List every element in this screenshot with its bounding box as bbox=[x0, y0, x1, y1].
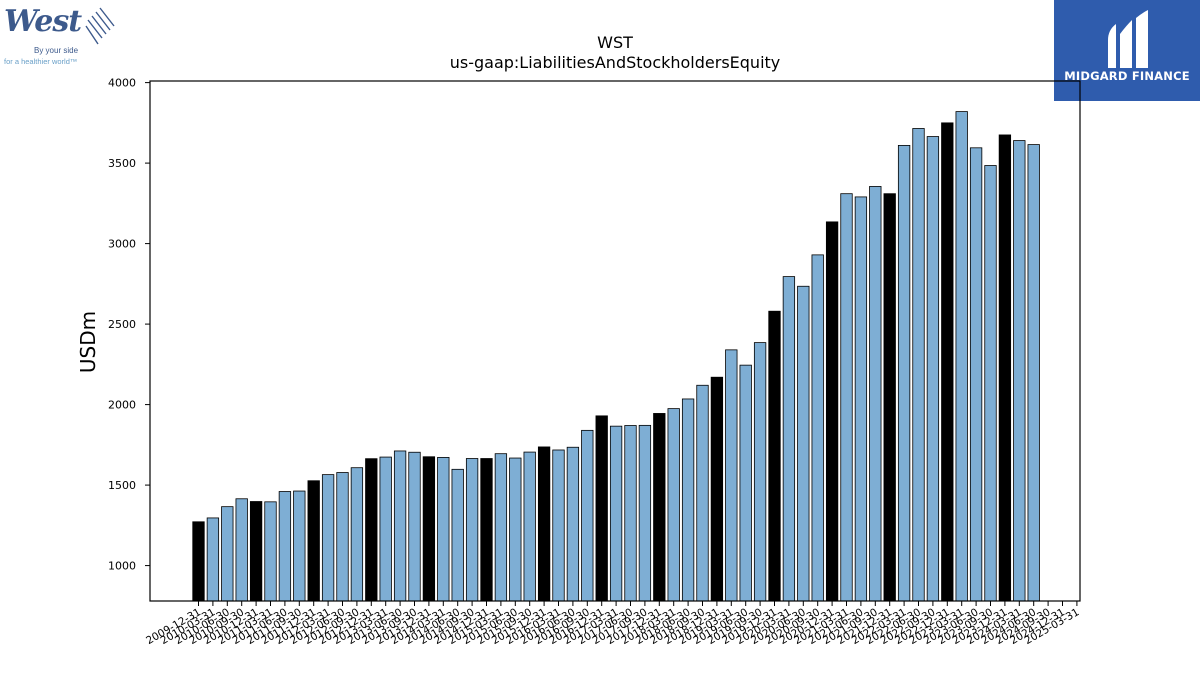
bar-2022-09-30 bbox=[926, 136, 940, 602]
bar-2016-06-30 bbox=[566, 446, 580, 602]
bar-2011-12-31 bbox=[307, 480, 320, 602]
y-tick-label: 3500 bbox=[108, 157, 136, 170]
bar-2010-03-31 bbox=[206, 517, 220, 602]
bar-2013-06-30 bbox=[393, 450, 407, 602]
bar-2010-09-30 bbox=[235, 498, 248, 602]
bar-2020-12-31 bbox=[825, 221, 839, 602]
bar-2017-06-30 bbox=[624, 425, 637, 602]
bar-2023-06-30 bbox=[969, 147, 983, 602]
bar-2019-12-31 bbox=[768, 310, 781, 602]
bar-2013-09-30 bbox=[408, 451, 421, 602]
bar-2020-03-31 bbox=[782, 276, 796, 602]
bar-2021-03-31 bbox=[840, 193, 853, 602]
bar-2019-03-31 bbox=[725, 349, 738, 602]
bar-2017-12-31 bbox=[653, 413, 666, 602]
bar-2009-12-31 bbox=[192, 521, 205, 602]
bar-2016-03-31 bbox=[552, 449, 565, 602]
y-tick-label: 3000 bbox=[108, 238, 136, 251]
bar-2014-09-30 bbox=[465, 458, 479, 602]
bar-2015-09-30 bbox=[523, 451, 536, 602]
bar-2022-03-31 bbox=[897, 144, 911, 602]
y-tick-label: 1500 bbox=[108, 479, 136, 492]
bar-2012-12-31 bbox=[365, 458, 378, 602]
bar-2018-12-31 bbox=[710, 376, 724, 602]
bar-2023-09-30 bbox=[984, 165, 997, 602]
bar-2018-03-31 bbox=[667, 408, 680, 602]
bar-2023-12-31 bbox=[998, 134, 1012, 602]
bar-2015-12-31 bbox=[537, 446, 551, 602]
bar-2014-06-30 bbox=[451, 468, 464, 602]
bar-2013-12-31 bbox=[422, 456, 436, 602]
bar-2016-09-30 bbox=[581, 429, 594, 602]
bar-2022-06-30 bbox=[912, 128, 925, 602]
chart-title: WST bbox=[597, 33, 633, 52]
bar-2011-06-30 bbox=[278, 491, 292, 602]
y-tick-label: 1000 bbox=[108, 560, 136, 573]
bar-2022-12-31 bbox=[941, 122, 954, 602]
bar-2012-09-30 bbox=[350, 467, 364, 602]
bar-2016-12-31 bbox=[595, 415, 608, 602]
bar-2023-03-31 bbox=[955, 111, 968, 602]
bar-2010-12-31 bbox=[249, 501, 263, 602]
bar-2019-06-30 bbox=[739, 364, 752, 602]
bar-2015-06-30 bbox=[509, 457, 522, 602]
bar-2024-06-30 bbox=[1027, 144, 1040, 602]
bar-2017-09-30 bbox=[638, 424, 652, 602]
bar-2014-12-31 bbox=[480, 458, 493, 602]
bar-2014-03-31 bbox=[437, 456, 450, 602]
bar-2015-03-31 bbox=[494, 453, 508, 602]
bar-2012-03-31 bbox=[321, 474, 335, 602]
bar-2019-09-30 bbox=[753, 342, 767, 602]
bar-2021-09-30 bbox=[869, 186, 882, 602]
bar-2011-09-30 bbox=[293, 490, 306, 602]
bar-2018-09-30 bbox=[696, 384, 709, 602]
bar-2018-06-30 bbox=[681, 398, 695, 602]
bar-2013-03-31 bbox=[379, 456, 392, 602]
chart-subtitle: us-gaap:LiabilitiesAndStockholdersEquity bbox=[450, 53, 781, 72]
bar-2020-06-30 bbox=[797, 285, 810, 602]
bar-2021-06-30 bbox=[854, 196, 868, 602]
midgard-m-icon bbox=[1108, 10, 1148, 68]
midgard-finance-logo: MIDGARD FINANCE bbox=[1054, 0, 1200, 101]
west-diamond-icon bbox=[85, 7, 115, 45]
west-tagline-2: for a healthier world™ bbox=[4, 57, 78, 66]
y-axis-label: USDm bbox=[76, 311, 100, 373]
y-tick-label: 4000 bbox=[108, 77, 136, 90]
bar-2017-03-31 bbox=[609, 425, 623, 602]
west-logo: West By your side for a healthier world™ bbox=[4, 4, 116, 70]
y-tick-label: 2500 bbox=[108, 318, 136, 331]
west-wordmark: West bbox=[4, 4, 82, 39]
bar-2024-03-31 bbox=[1013, 140, 1026, 602]
plot-frame bbox=[149, 80, 1081, 602]
bar-2010-06-30 bbox=[221, 506, 234, 602]
bar-2012-06-30 bbox=[336, 472, 349, 602]
bar-2020-09-30 bbox=[811, 254, 824, 602]
bar-2021-12-31 bbox=[883, 193, 896, 602]
bar-2011-03-31 bbox=[264, 501, 277, 602]
y-tick-label: 2000 bbox=[108, 399, 136, 412]
midgard-brand-text: MIDGARD FINANCE bbox=[1064, 69, 1190, 83]
west-tagline: By your side bbox=[34, 46, 79, 55]
